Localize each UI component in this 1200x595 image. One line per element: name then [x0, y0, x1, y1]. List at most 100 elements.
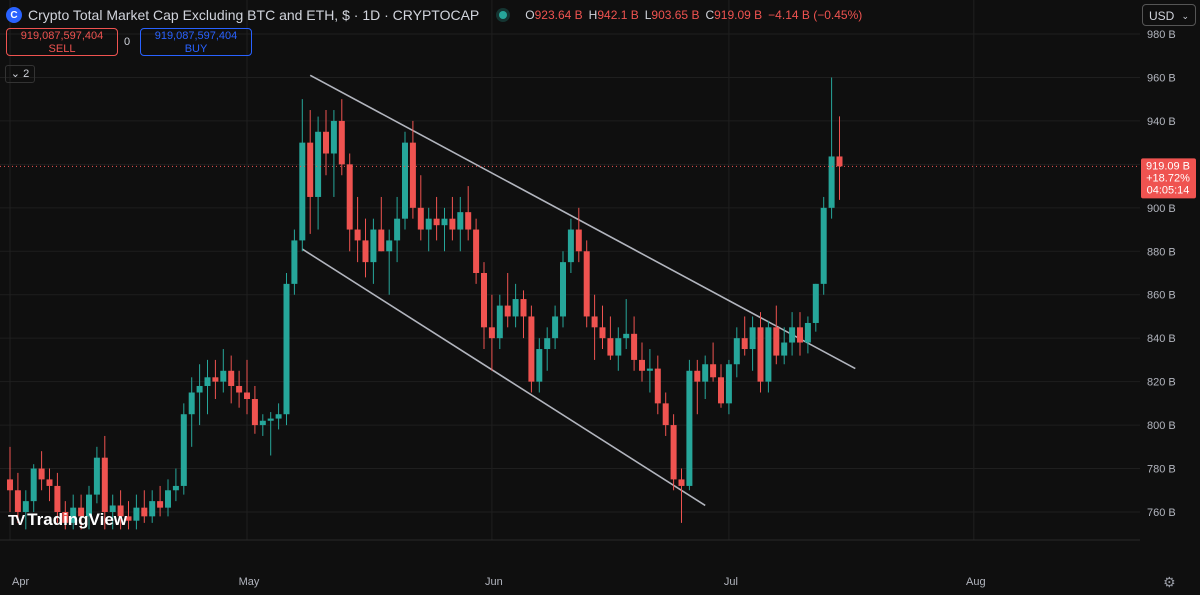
candle	[402, 131, 408, 230]
x-axis[interactable]: Apr May Jun Jul Aug	[12, 576, 986, 588]
ohlc-key: L	[644, 8, 652, 22]
candle-body	[165, 490, 171, 508]
candle-body	[702, 364, 709, 382]
candle	[781, 327, 788, 365]
x-tick-label: May	[239, 576, 260, 588]
candle	[741, 316, 748, 356]
candle-body	[86, 494, 92, 517]
candle-body	[433, 218, 440, 226]
cryptocap-logo-icon[interactable]: C	[6, 7, 22, 23]
candle	[370, 218, 377, 284]
candle-body	[528, 316, 535, 382]
candle	[718, 364, 724, 408]
indicators-collapse-button[interactable]: ⌄ 2	[5, 65, 35, 83]
candle	[481, 262, 487, 350]
candle-body	[251, 399, 258, 426]
candle-body	[78, 507, 85, 517]
candle-body	[646, 368, 653, 371]
trendline[interactable]	[309, 74, 856, 370]
buy-price: 919,087,597,404	[154, 30, 238, 42]
ohlc-values: O923.64 B H942.1 B L903.65 B C919.09 B −4.14…	[519, 8, 862, 22]
candle-body	[386, 240, 393, 252]
candle-body	[22, 501, 29, 512]
price-tag-bg	[1141, 158, 1196, 199]
candle	[631, 316, 638, 371]
candle	[165, 479, 171, 517]
candle-body	[283, 283, 290, 415]
candle-body	[631, 333, 638, 360]
candle-body	[188, 392, 195, 415]
ohlc-value: −4.14 B (−0.45%)	[768, 8, 863, 22]
candle	[62, 501, 69, 530]
candle	[409, 120, 416, 219]
candle-body	[488, 327, 495, 339]
indicator-count: 2	[23, 68, 30, 80]
y-tick-label: 780 B	[1147, 464, 1176, 476]
candle-body	[46, 479, 53, 486]
candle	[552, 305, 559, 350]
candle-body	[7, 479, 13, 491]
tradingview-watermark[interactable]: TV TradingView	[8, 510, 127, 530]
candle-body	[315, 131, 322, 197]
candle	[307, 110, 314, 234]
candle	[615, 327, 622, 371]
candle-body	[259, 420, 266, 426]
candle-body	[781, 342, 788, 356]
candle-body	[789, 327, 796, 343]
candle	[694, 359, 701, 415]
candle-body	[836, 156, 843, 167]
y-axis[interactable]: 760 B 780 B 800 B 820 B 840 B 860 B 880 B 900 B…	[1147, 29, 1176, 519]
candle-body	[244, 392, 250, 400]
currency-value: USD	[1149, 9, 1175, 23]
candle-body	[307, 142, 314, 197]
candle-body	[204, 377, 211, 386]
candle	[488, 294, 495, 371]
candle-body	[180, 414, 187, 486]
candle	[670, 414, 677, 491]
candle	[591, 294, 598, 360]
candle	[236, 370, 243, 408]
candle-body	[323, 131, 329, 154]
currency-select[interactable]: USD ⌄	[1142, 4, 1196, 26]
candle	[228, 355, 235, 404]
ohlc-key: O	[525, 8, 535, 22]
candle	[757, 312, 764, 393]
current-price-tag: 919.09 B+18.72%04:05:14	[1141, 158, 1196, 199]
candle	[417, 175, 424, 241]
trendline[interactable]	[301, 248, 706, 507]
candle-body	[417, 207, 424, 230]
y-tick-label: 840 B	[1147, 333, 1176, 345]
y-tick-label: 860 B	[1147, 290, 1176, 302]
candle	[678, 468, 685, 523]
candle	[504, 273, 511, 328]
buy-button[interactable]: 919,087,597,404 BUY	[140, 28, 252, 56]
candle	[567, 218, 574, 273]
sell-button[interactable]: 919,087,597,404 SELL	[6, 28, 118, 56]
candle-body	[828, 156, 835, 208]
candle-body	[425, 218, 432, 230]
gear-icon[interactable]: ⚙	[1163, 574, 1176, 590]
candle	[299, 99, 306, 252]
x-tick-label: Aug	[966, 576, 986, 588]
symbol-title[interactable]: Crypto Total Market Cap Excluding BTC an…	[28, 7, 480, 23]
candle	[646, 349, 653, 393]
candle-body	[370, 229, 377, 263]
candle	[386, 229, 393, 295]
candle-body	[797, 327, 803, 343]
candle-body	[212, 377, 219, 382]
candle	[30, 464, 37, 512]
y-tick-label: 880 B	[1147, 246, 1176, 258]
candle	[78, 494, 85, 530]
candle-body	[473, 229, 480, 273]
candle-body	[718, 377, 724, 404]
candle	[623, 299, 630, 350]
candle	[804, 316, 811, 354]
candle	[101, 435, 108, 530]
candle	[93, 446, 100, 504]
chevron-down-icon: ⌄	[10, 68, 21, 80]
candle	[378, 196, 385, 252]
candle-body	[733, 338, 740, 365]
candle	[496, 294, 503, 350]
trendline-layer	[301, 74, 856, 507]
